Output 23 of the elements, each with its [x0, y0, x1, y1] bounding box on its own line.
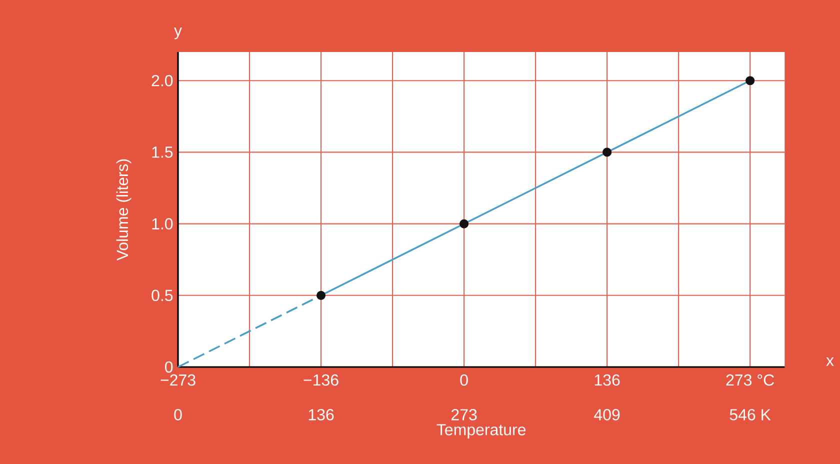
y-axis-title: Volume (liters)	[116, 159, 132, 261]
x-tick-label: 273 °C	[726, 374, 774, 386]
text: x	[826, 357, 834, 366]
x-tick-label: −273	[160, 374, 196, 386]
x2-tick-label: 136	[308, 409, 334, 420]
point	[316, 290, 326, 300]
point	[746, 76, 755, 86]
x2-tick-label: 273	[451, 409, 477, 420]
y-tick-label: 1.0	[152, 218, 173, 230]
y-tick-label: 2.0	[152, 74, 173, 86]
x2-tick-label: 546 K	[730, 409, 771, 420]
point	[460, 219, 469, 228]
y-tick-label: 1.5	[152, 146, 173, 158]
x-tick-label: 136	[594, 374, 620, 386]
y-tick-label: 0.5	[152, 290, 173, 302]
x-axis-title: Temperature	[436, 424, 526, 439]
point	[602, 148, 612, 157]
x2-tick-label: 0	[174, 409, 182, 420]
x-tick-label: −136	[304, 374, 338, 386]
x-tick-label: 0	[460, 374, 468, 386]
text: y	[174, 27, 182, 40]
x2-tick-label: 409	[594, 409, 620, 420]
y-tick-label: 0	[165, 361, 173, 373]
